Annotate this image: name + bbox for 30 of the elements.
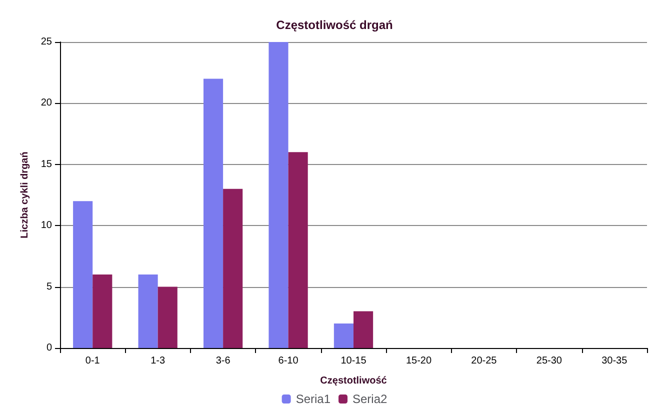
chart-title: Częstotliwość drgań	[276, 18, 393, 32]
bar	[354, 311, 374, 348]
y-tick-label: 25	[40, 36, 52, 48]
bar	[138, 274, 158, 348]
bar	[203, 78, 224, 348]
y-tick-label: 15	[40, 158, 52, 170]
x-tick-label: 25-30	[536, 356, 562, 366]
x-tick-label: 30-35	[602, 356, 628, 366]
x-axis-title: Częstotliwość	[320, 376, 388, 386]
x-tick-label: 3-6	[216, 356, 231, 366]
bar	[288, 152, 308, 348]
bar	[223, 188, 243, 348]
y-tick-label: 0	[46, 342, 52, 354]
x-tick-label: 1-3	[150, 356, 166, 366]
x-tick-label: 0-1	[85, 356, 100, 366]
x-tick-label: 15-20	[406, 356, 432, 366]
bar	[73, 201, 93, 348]
bar	[334, 324, 354, 348]
y-tick-label: 5	[46, 281, 52, 292]
legend-label: Seria2	[352, 392, 388, 406]
x-tick-label: 10-15	[340, 356, 367, 366]
legend-label: Seria1	[296, 392, 331, 406]
bar	[158, 286, 178, 348]
bar	[92, 274, 112, 348]
y-tick-label: 20	[40, 98, 52, 109]
x-tick-label: 6-10	[278, 356, 299, 366]
y-axis-title: Liczba cykli drgań	[19, 152, 30, 238]
y-tick-label: 10	[40, 220, 52, 232]
x-tick-label: 20-25	[471, 356, 498, 366]
bar	[268, 42, 288, 348]
